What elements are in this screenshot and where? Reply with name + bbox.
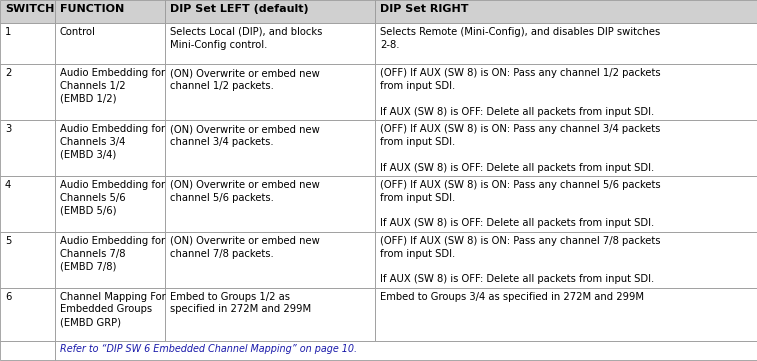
Bar [0,0,55,23]
Text: (ON) Overwrite or embed new
channel 5/6 packets.: (ON) Overwrite or embed new channel 5/6 … [170,180,319,203]
Bar [55,288,165,342]
Bar [0,120,55,176]
Bar [0,232,55,288]
Bar [375,232,757,288]
Bar [165,232,375,288]
Bar [0,23,55,64]
Bar [55,176,165,232]
Text: FUNCTION: FUNCTION [60,4,124,14]
Bar [375,23,757,64]
Bar [0,176,55,232]
Text: Channel Mapping For
Embedded Groups
(EMBD GRP): Channel Mapping For Embedded Groups (EMB… [60,292,166,327]
Bar [0,342,55,360]
Bar [55,64,165,120]
Bar [375,176,757,232]
Bar [55,342,757,360]
Text: Audio Embedding for
Channels 3/4
(EMBD 3/4): Audio Embedding for Channels 3/4 (EMBD 3… [60,124,165,160]
Text: DIP Set LEFT (default): DIP Set LEFT (default) [170,4,309,14]
Text: SWITCH: SWITCH [5,4,55,14]
Text: Audio Embedding for
Channels 7/8
(EMBD 7/8): Audio Embedding for Channels 7/8 (EMBD 7… [60,236,165,271]
Text: Audio Embedding for
Channels 5/6
(EMBD 5/6): Audio Embedding for Channels 5/6 (EMBD 5… [60,180,165,216]
Text: (OFF) If AUX (SW 8) is ON: Pass any channel 1/2 packets
from input SDI.

If AUX : (OFF) If AUX (SW 8) is ON: Pass any chan… [380,68,661,117]
Text: 4: 4 [5,180,11,190]
Text: 3: 3 [5,124,11,134]
Text: 6: 6 [5,292,11,302]
Bar [165,120,375,176]
Bar [165,64,375,120]
Bar [55,23,165,64]
Text: (OFF) If AUX (SW 8) is ON: Pass any channel 3/4 packets
from input SDI.

If AUX : (OFF) If AUX (SW 8) is ON: Pass any chan… [380,124,660,173]
Bar [165,176,375,232]
Text: 2: 2 [5,68,11,78]
Bar [165,288,375,342]
Text: Selects Local (DIP), and blocks
Mini-Config control.: Selects Local (DIP), and blocks Mini-Con… [170,27,322,50]
Text: Refer to “DIP SW 6 Embedded Channel Mapping” on page 10.: Refer to “DIP SW 6 Embedded Channel Mapp… [60,344,357,355]
Text: 5: 5 [5,236,11,246]
Bar [0,288,55,342]
Bar [375,0,757,23]
Text: Embed to Groups 1/2 as
specified in 272M and 299M: Embed to Groups 1/2 as specified in 272M… [170,292,311,314]
Text: Selects Remote (Mini-Config), and disables DIP switches
2-8.: Selects Remote (Mini-Config), and disabl… [380,27,660,50]
Text: (ON) Overwrite or embed new
channel 7/8 packets.: (ON) Overwrite or embed new channel 7/8 … [170,236,319,258]
Text: DIP Set RIGHT: DIP Set RIGHT [380,4,469,14]
Text: (OFF) If AUX (SW 8) is ON: Pass any channel 5/6 packets
from input SDI.

If AUX : (OFF) If AUX (SW 8) is ON: Pass any chan… [380,180,661,229]
Text: Control: Control [60,27,96,37]
Text: Embed to Groups 3/4 as specified in 272M and 299M: Embed to Groups 3/4 as specified in 272M… [380,292,644,302]
Bar [375,64,757,120]
Bar [55,120,165,176]
Text: Audio Embedding for
Channels 1/2
(EMBD 1/2): Audio Embedding for Channels 1/2 (EMBD 1… [60,68,165,104]
Text: (ON) Overwrite or embed new
channel 1/2 packets.: (ON) Overwrite or embed new channel 1/2 … [170,68,319,91]
Text: 1: 1 [5,27,11,37]
Bar [55,0,165,23]
Bar [375,120,757,176]
Text: (OFF) If AUX (SW 8) is ON: Pass any channel 7/8 packets
from input SDI.

If AUX : (OFF) If AUX (SW 8) is ON: Pass any chan… [380,236,661,284]
Text: (ON) Overwrite or embed new
channel 3/4 packets.: (ON) Overwrite or embed new channel 3/4 … [170,124,319,147]
Bar [165,0,375,23]
Bar [55,232,165,288]
Bar [375,288,757,342]
Bar [0,64,55,120]
Bar [165,23,375,64]
